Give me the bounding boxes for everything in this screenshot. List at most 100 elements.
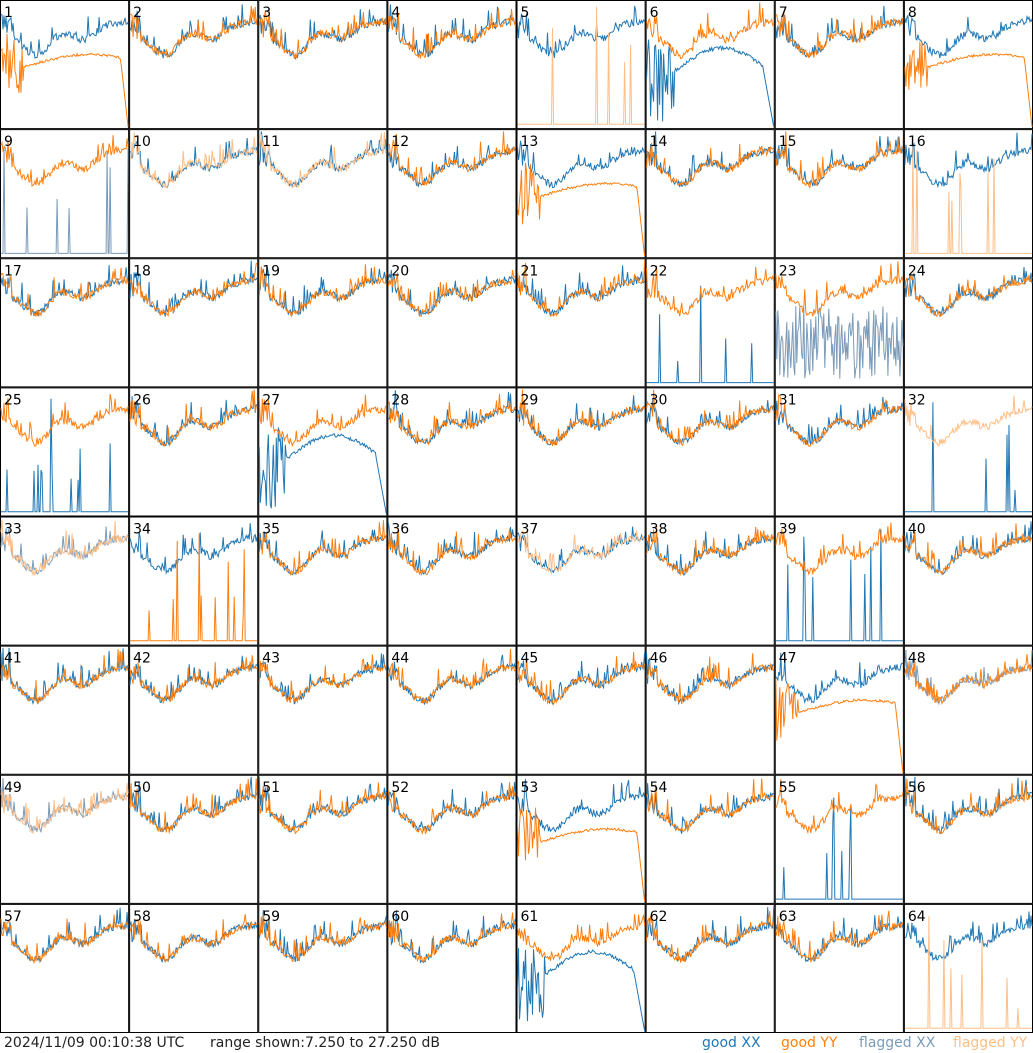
tile-frame [258, 0, 388, 130]
series-yy [129, 132, 258, 189]
tile-label: 49 [4, 780, 22, 796]
tile-label: 31 [779, 392, 797, 408]
tile-label: 15 [779, 134, 797, 150]
tile-40: 40 [903, 516, 1033, 646]
tile-label: 34 [133, 522, 151, 538]
tile-label: 22 [650, 263, 668, 279]
series-xx [517, 140, 646, 189]
tile-60: 60 [387, 903, 517, 1033]
tile-label: 25 [4, 392, 22, 408]
series-yy [258, 264, 387, 318]
series-xx [517, 652, 646, 705]
tile-label: 17 [4, 263, 22, 279]
series-yy [387, 648, 516, 704]
tile-43: 43 [258, 645, 388, 775]
tile-frame [903, 387, 1033, 517]
tile-frame [387, 258, 517, 388]
tile-label: 43 [262, 651, 280, 667]
tile-7: 7 [774, 0, 904, 130]
tile-54: 54 [645, 774, 775, 904]
series-yy [904, 147, 1032, 254]
tile-label: 52 [391, 780, 409, 796]
series-xx [387, 910, 516, 964]
tile-label: 32 [908, 392, 926, 408]
series-xx [775, 529, 903, 642]
series-yy [646, 2, 775, 60]
tile-label: 47 [779, 651, 797, 667]
tile-label: 41 [4, 651, 22, 667]
series-xx [904, 132, 1033, 189]
tile-frame [0, 516, 130, 646]
tile-frame [516, 903, 646, 1033]
tile-frame [645, 387, 775, 517]
series-xx [0, 13, 129, 59]
series-xx [258, 653, 387, 705]
series-xx [775, 306, 904, 379]
series-yy [387, 270, 516, 317]
series-yy [775, 261, 904, 317]
tile-label: 10 [133, 134, 151, 150]
series-xx [1, 141, 129, 254]
tile-frame [645, 0, 775, 130]
tile-4: 4 [387, 0, 517, 130]
tile-frame [258, 387, 388, 517]
tile-28: 28 [387, 387, 517, 517]
tile-41: 41 [0, 645, 130, 775]
tile-13: 13 [516, 129, 646, 259]
tile-39: 39 [774, 516, 904, 646]
series-yy [904, 395, 1033, 448]
tile-label: 21 [521, 263, 539, 279]
tile-30: 30 [645, 387, 775, 517]
tile-label: 16 [908, 134, 926, 150]
tile-12: 12 [387, 129, 517, 259]
tile-frame [387, 645, 517, 775]
tile-29: 29 [516, 387, 646, 517]
series-yy [517, 260, 646, 317]
tile-frame [0, 645, 130, 775]
tile-46: 46 [645, 645, 775, 775]
tile-8: 8 [903, 0, 1033, 130]
tile-label: 64 [908, 909, 926, 925]
series-yy [129, 262, 258, 317]
tile-frame [774, 645, 904, 775]
tile-47: 47 [774, 645, 904, 775]
series-yy [387, 782, 516, 835]
series-xx [517, 395, 645, 446]
tile-label: 35 [262, 522, 280, 538]
tile-label: 39 [779, 522, 797, 538]
tile-25: 25 [0, 387, 130, 517]
tile-label: 51 [262, 780, 280, 796]
series-yy [646, 525, 775, 577]
tile-label: 6 [650, 5, 659, 21]
series-yy [0, 394, 129, 448]
series-yy [129, 655, 258, 705]
tile-38: 38 [645, 516, 775, 646]
series-yy [646, 265, 775, 317]
tile-61: 61 [516, 903, 646, 1033]
tile-label: 54 [650, 780, 668, 796]
tile-label: 14 [650, 134, 668, 150]
tile-frame [645, 258, 775, 388]
tile-6: 6 [645, 0, 775, 130]
tile-label: 58 [133, 909, 151, 925]
tile-53: 53 [516, 774, 646, 904]
tile-24: 24 [903, 258, 1033, 388]
tile-frame [129, 903, 259, 1033]
tile-label: 23 [779, 263, 797, 279]
series-yy [130, 533, 258, 642]
tile-label: 24 [908, 263, 926, 279]
series-yy [646, 653, 775, 705]
tile-label: 40 [908, 522, 926, 538]
series-yy [0, 267, 129, 318]
series-yy [387, 8, 516, 59]
tile-frame [903, 903, 1033, 1033]
tile-63: 63 [774, 903, 904, 1033]
series-xx [129, 260, 258, 317]
tile-label: 20 [391, 263, 409, 279]
series-yy [258, 782, 387, 835]
tile-label: 2 [133, 5, 142, 21]
tile-frame [387, 516, 517, 646]
tile-label: 63 [779, 909, 797, 925]
tile-frame [645, 516, 775, 646]
tile-48: 48 [903, 645, 1033, 775]
